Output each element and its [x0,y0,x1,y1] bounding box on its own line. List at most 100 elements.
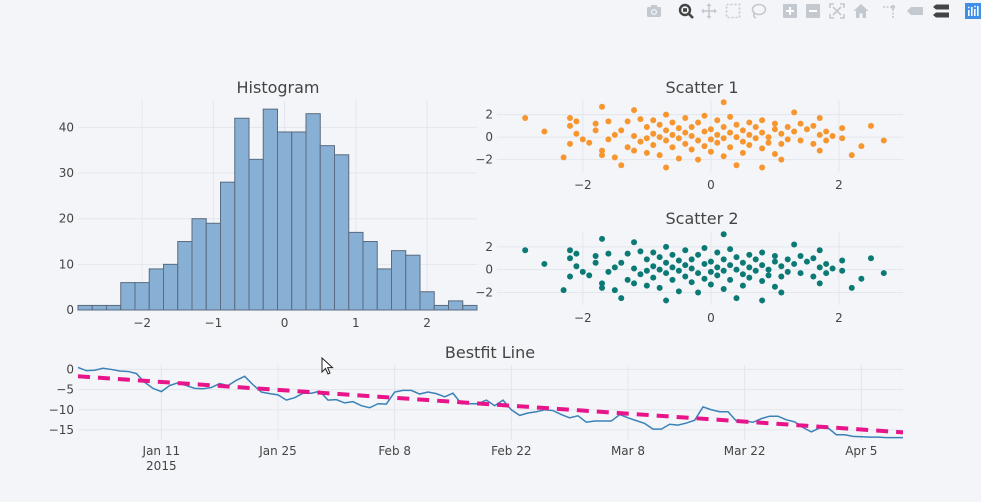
scatter-1-point [720,135,727,142]
zoom-button[interactable] [677,2,695,20]
home-icon [853,4,869,18]
scatter-2-point [631,265,638,272]
scatter-1-point [803,126,810,133]
scatter-2-point [816,264,823,271]
plotly-logo-button[interactable] [964,2,981,20]
scatter-2-point [829,265,836,272]
camera-button[interactable] [645,2,663,20]
line-y-tick-label: −5 [56,383,74,397]
scatter-1-point [650,130,657,137]
scatter-2-point [688,256,695,263]
scatter-2-point [720,286,727,293]
scatter-1-x-tick-label: 2 [835,178,843,192]
scatter-1-point [707,126,714,133]
scatter-1-point [733,134,740,141]
scatter-2-point [727,246,734,253]
scatter-2-point [701,275,708,282]
scatter-2-point [797,270,804,277]
hover-closest-icon [907,7,923,15]
zoom-out-button[interactable] [804,2,822,20]
scatter-1-point [759,117,766,124]
histogram-bar [177,241,193,311]
histogram-title: Histogram [237,78,320,97]
scatter-2-point [816,280,823,287]
hover-closest-button[interactable] [906,2,924,20]
scatter-2-point [624,250,631,257]
scatter-1-point [771,151,778,157]
scatter-1-point [650,117,657,124]
lasso-select-icon [751,3,767,19]
histogram-bar [262,108,278,311]
line-x-tick-label: Feb 22 [491,444,531,458]
scatter-2-point [752,256,759,263]
scatter-1-point [707,148,714,155]
scatter-2-point [631,239,638,246]
line-x-tick-label: Jan 11 [142,444,181,458]
scatter-2-point [880,270,887,277]
bestfit-line-subplot[interactable]: Jan 11 Jan 25 Feb 8 Feb 22 Mar 8 Mar 22 Apr 5 2… [49,362,904,473]
scatter-2-point [759,278,766,285]
scatter-2-point [791,260,798,267]
scatter-2-point [669,264,676,271]
scatter-1-point [682,140,689,147]
box-select-button[interactable] [724,2,742,20]
spikelines-button[interactable] [881,2,899,20]
autoscale-button[interactable] [828,2,846,20]
histogram-bar [376,268,392,311]
scatter-2-point [816,247,823,254]
scatter-2-point [858,275,865,282]
autoscale-icon [829,3,845,19]
scatter-1-point [688,133,695,139]
scatter-1-point [727,144,734,151]
scatter-1-point [631,107,638,114]
lasso-select-button[interactable] [749,2,767,20]
histogram-bar [191,218,207,311]
hover-compare-button[interactable] [932,2,950,20]
scatter-2-point [759,262,766,269]
scatter-1-point [791,128,798,135]
scatter-2-point [637,271,644,278]
histogram-x-tick-label: −1 [205,316,223,330]
scatter-1-point [599,152,606,159]
scatter-2-point [714,272,721,279]
scatter-2-point [656,284,663,291]
scatter-1-point [643,149,650,156]
histogram-bar [134,282,150,311]
histogram-y-tick-label: 0 [66,303,74,317]
scatter-1-point [669,119,676,126]
scatter-2-point [663,259,670,266]
scatter-1-point [759,129,766,136]
line-x-tick-label: Mar 22 [724,444,766,458]
scatter-2-point [682,247,689,254]
scatter-1-point [720,99,727,106]
home-button[interactable] [852,2,870,20]
scatter-1-subplot[interactable]: −2 0 2 −2 0 2 [475,99,903,192]
histogram-bar [277,131,293,311]
scatter-1-point [791,109,798,116]
histogram-y-tick-label: 10 [59,257,74,271]
scatter-1-point [880,137,887,144]
scatter-1-point [771,120,778,127]
pan-button[interactable] [700,2,718,20]
scatter-2-title: Scatter 2 [666,209,739,228]
zoom-in-button[interactable] [781,2,799,20]
scatter-1-point [839,135,846,142]
scatter-1-point [599,147,606,154]
scatter-1-point [727,113,734,120]
scatter-2-y-tick-label: −2 [475,285,493,299]
line-y-tick-label: 0 [66,362,74,376]
histogram-x-tick-label: 1 [352,316,360,330]
scatter-1-point [611,131,618,138]
histogram-bar [448,300,464,311]
scatter-2-point [778,289,785,296]
histogram-bar [220,181,236,311]
scatter-1-point [695,156,702,163]
scatter-2-subplot[interactable]: −2 0 2 −2 0 2 [475,231,903,325]
scatter-1-point [771,126,778,133]
scatter-2-point [733,295,740,302]
scatter-1-point [599,103,606,110]
scatter-1-point [752,124,759,130]
scatter-2-point [522,247,529,254]
